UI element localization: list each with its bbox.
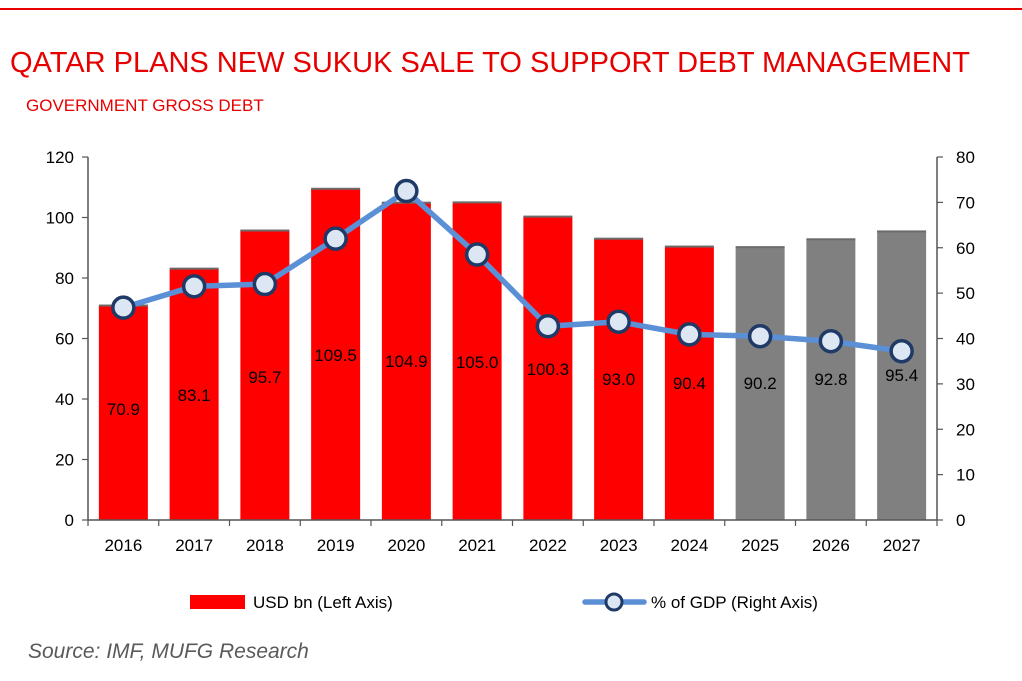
right-tick-label: 80 — [956, 148, 975, 167]
gdp-share-point-2026 — [818, 328, 844, 354]
x-tick-label: 2021 — [458, 536, 496, 555]
bar-top-edge — [664, 245, 714, 248]
top-rule — [0, 8, 1022, 10]
bar-value-label: 83.1 — [178, 386, 211, 405]
bar-top-edge — [806, 238, 856, 241]
legend-bar-label: USD bn (Left Axis) — [253, 593, 393, 612]
right-tick-label: 50 — [956, 284, 975, 303]
left-tick-label: 20 — [55, 451, 74, 470]
x-tick-label: 2017 — [175, 536, 213, 555]
bar-2026 — [806, 239, 856, 520]
gdp-share-point-2019 — [323, 226, 348, 251]
x-tick-label: 2016 — [104, 536, 142, 555]
gdp-share-point-2021 — [464, 242, 490, 267]
right-tick-label: 30 — [956, 375, 975, 394]
bar-2016 — [98, 305, 148, 520]
bar-top-edge — [240, 229, 290, 232]
bar-top-edge — [594, 237, 644, 240]
bar-2025 — [735, 247, 785, 520]
x-tick-label: 2024 — [670, 536, 708, 555]
gdp-share-point-2024 — [677, 322, 702, 347]
bar-2023 — [594, 238, 644, 521]
x-tick-label: 2025 — [741, 536, 779, 555]
x-tick-label: 2026 — [812, 536, 850, 555]
right-tick-label: 70 — [956, 193, 975, 212]
legend-line-label: % of GDP (Right Axis) — [651, 593, 818, 612]
bar-value-label: 70.9 — [107, 400, 140, 419]
gdp-share-point-2025 — [747, 323, 773, 349]
legend-bar-swatch — [190, 595, 245, 609]
x-tick-label: 2022 — [529, 536, 567, 555]
bar-top-edge — [169, 267, 219, 270]
right-tick-label: 20 — [956, 420, 975, 439]
right-tick-label: 10 — [956, 466, 975, 485]
gdp-share-point-2018 — [252, 271, 278, 297]
bar-value-label: 95.7 — [248, 368, 281, 387]
left-tick-label: 40 — [55, 390, 74, 409]
gdp-share-point-2016 — [111, 295, 136, 320]
left-tick-label: 100 — [46, 209, 74, 228]
bar-value-label: 109.5 — [314, 346, 357, 365]
gdp-share-point-2020 — [394, 178, 419, 204]
bar-top-edge — [877, 230, 927, 233]
left-tick-label: 80 — [55, 269, 74, 288]
bar-value-label: 90.4 — [673, 374, 706, 393]
bar-top-edge — [311, 187, 361, 190]
x-tick-label: 2018 — [246, 536, 284, 555]
x-tick-label: 2027 — [883, 536, 921, 555]
bar-top-edge — [523, 215, 573, 218]
left-tick-label: 60 — [55, 330, 74, 349]
bar-value-label: 95.4 — [885, 366, 918, 385]
bar-2027 — [877, 231, 927, 521]
source-note: Source: IMF, MUFG Research — [28, 640, 309, 663]
bar-2022 — [523, 216, 573, 520]
right-tick-label: 40 — [956, 330, 975, 349]
gdp-share-line — [120, 188, 905, 354]
bar-value-label: 104.9 — [385, 352, 428, 371]
gdp-share-point-2027 — [889, 338, 914, 364]
right-tick-label: 0 — [956, 511, 965, 530]
bar-2020 — [381, 202, 431, 521]
x-tick-label: 2020 — [387, 536, 425, 555]
bar-value-label: 93.0 — [602, 370, 635, 389]
bar-value-label: 90.2 — [744, 374, 777, 393]
x-tick-label: 2023 — [600, 536, 638, 555]
left-tick-label: 120 — [46, 148, 74, 167]
bar-2017 — [169, 268, 219, 520]
right-tick-label: 60 — [956, 239, 975, 258]
page-title: QATAR PLANS NEW SUKUK SALE TO SUPPORT DE… — [10, 47, 970, 79]
bar-value-label: 105.0 — [456, 353, 499, 372]
legend-line-marker — [604, 592, 624, 612]
left-tick-label: 0 — [65, 511, 74, 530]
bar-2024 — [664, 246, 714, 521]
gdp-share-point-2022 — [535, 313, 561, 339]
gdp-share-point-2017 — [181, 274, 207, 299]
bar-top-edge — [735, 246, 785, 249]
bar-top-edge — [452, 201, 502, 204]
chart-subtitle: GOVERNMENT GROSS DEBT — [26, 96, 264, 115]
bar-value-label: 92.8 — [814, 370, 847, 389]
x-tick-label: 2019 — [317, 536, 355, 555]
gdp-share-point-2023 — [606, 309, 631, 334]
bar-value-label: 100.3 — [527, 360, 570, 379]
